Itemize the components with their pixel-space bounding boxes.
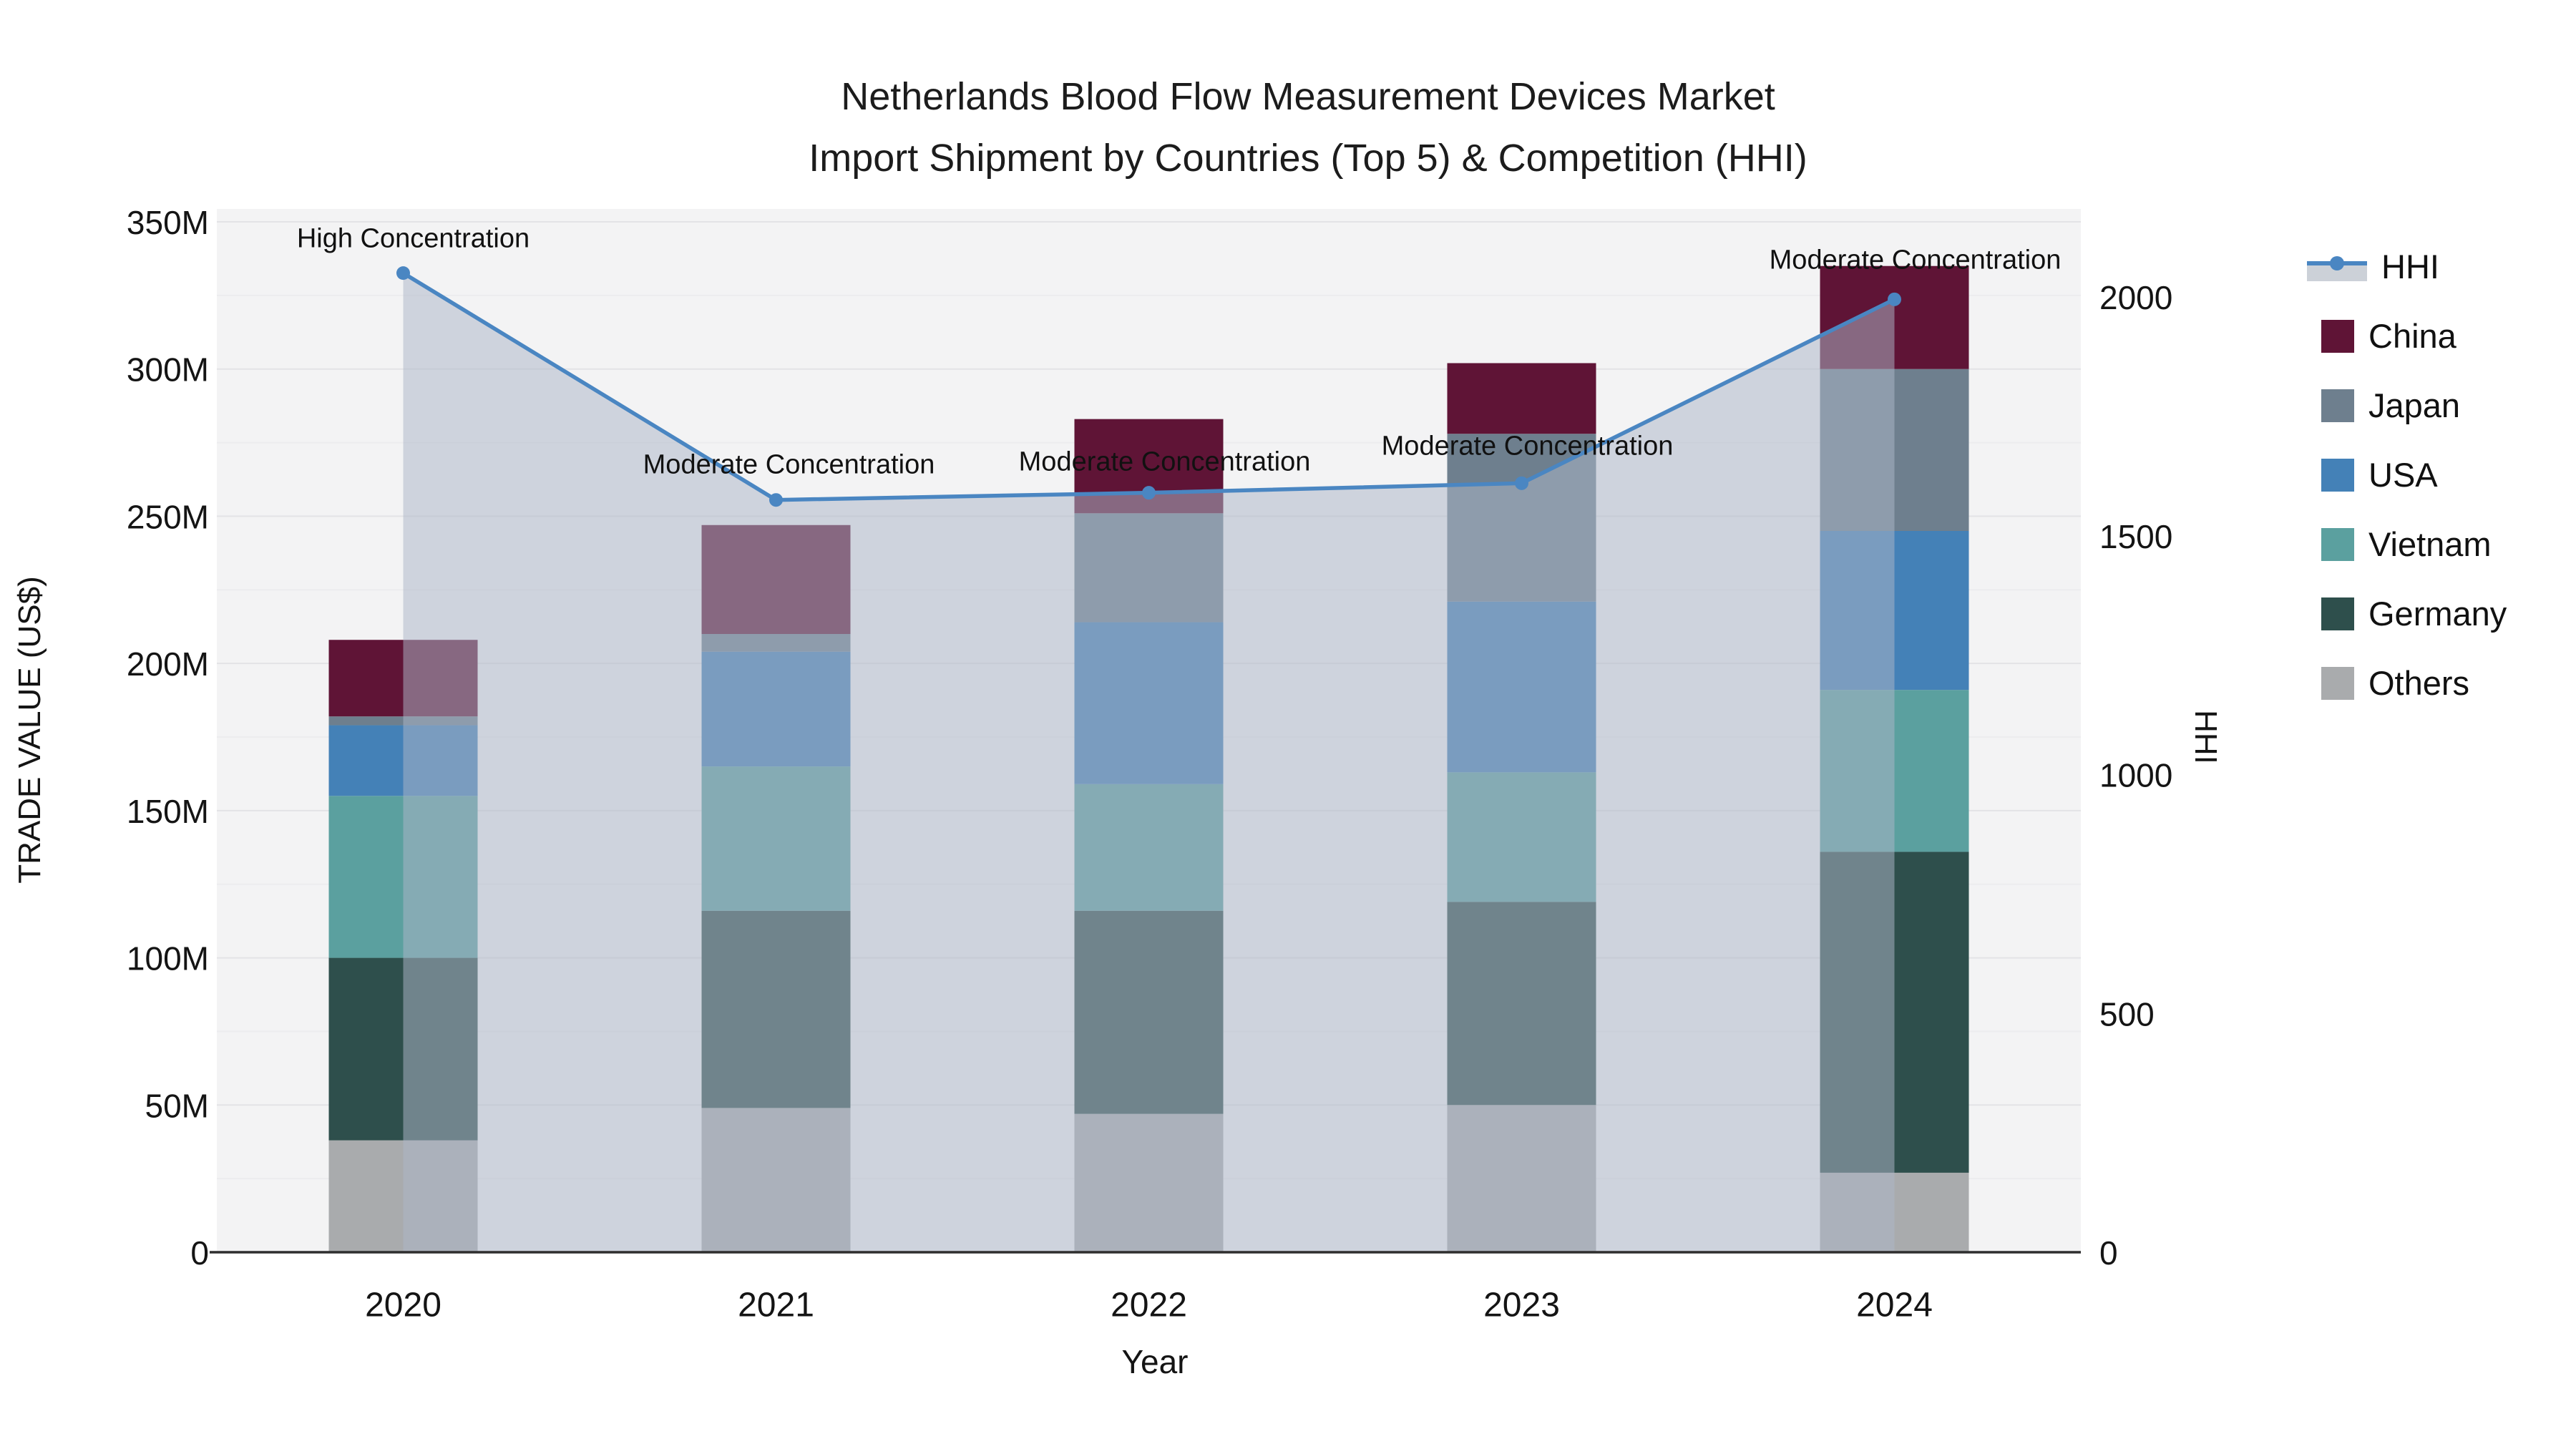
hhi-marker-swatch [2330, 255, 2344, 270]
hhi-marker-2024 [1888, 292, 1901, 306]
legend: HHI China Japan USA Vietnam Germany Others [2307, 232, 2507, 718]
annotation-2022: Moderate Concentration [1019, 447, 1311, 477]
legend-item-usa: USA [2307, 440, 2507, 509]
legend-label-hhi: HHI [2381, 248, 2439, 286]
hhi-area-swatch [2307, 265, 2367, 281]
legend-swatch-usa [2321, 458, 2354, 492]
legend-item-others: Others [2307, 648, 2507, 718]
legend-item-hhi: HHI [2307, 232, 2507, 301]
right-axis-tick-2000: 2000 [2099, 279, 2172, 316]
hhi-marker-2023 [1515, 476, 1528, 490]
left-axis-tick-0: 0 [190, 1234, 209, 1272]
left-axis-tick-50M: 50M [145, 1087, 209, 1124]
left-axis-tick-350M: 350M [127, 204, 209, 241]
right-axis-tick-1500: 1500 [2099, 518, 2172, 555]
x-axis-tick-2021: 2021 [738, 1287, 814, 1324]
x-axis-tick-2024: 2024 [1856, 1287, 1933, 1324]
left-axis-tick-150M: 150M [127, 793, 209, 830]
legend-item-japan: Japan [2307, 371, 2507, 440]
legend-swatch-germany [2321, 597, 2354, 630]
chart-title-line2: Import Shipment by Countries (Top 5) & C… [809, 137, 1807, 180]
y-axis-title-left: TRADE VALUE (US$) [12, 576, 47, 884]
x-axis-tick-2023: 2023 [1483, 1287, 1560, 1324]
x-axis-tick-2020: 2020 [365, 1287, 441, 1324]
right-axis-tick-0: 0 [2099, 1234, 2118, 1272]
hhi-line-swatch-icon [2307, 250, 2367, 283]
left-axis-tick-300M: 300M [127, 351, 209, 389]
legend-swatch-vietnam [2321, 527, 2354, 561]
legend-label-germany: Germany [2368, 595, 2507, 633]
legend-label-usa: USA [2368, 456, 2438, 494]
annotation-2024: Moderate Concentration [1770, 245, 2062, 275]
right-axis-tick-1000: 1000 [2099, 757, 2172, 794]
annotation-2023: Moderate Concentration [1382, 431, 1674, 461]
legend-label-vietnam: Vietnam [2368, 525, 2492, 563]
legend-label-others: Others [2368, 664, 2470, 702]
legend-swatch-others [2321, 666, 2354, 700]
bar-segment-china-2023 [1447, 363, 1596, 434]
annotation-2020: High Concentration [297, 224, 530, 254]
legend-item-germany: Germany [2307, 579, 2507, 648]
x-axis-tick-2022: 2022 [1111, 1287, 1187, 1324]
legend-item-china: China [2307, 301, 2507, 371]
legend-item-vietnam: Vietnam [2307, 509, 2507, 579]
chart-title: Netherlands Blood Flow Measurement Devic… [809, 66, 1807, 189]
left-axis-tick-200M: 200M [127, 645, 209, 683]
left-axis-tick-100M: 100M [127, 940, 209, 977]
annotation-2021: Moderate Concentration [643, 450, 935, 480]
hhi-area-fill [403, 273, 1895, 1252]
x-axis-title: Year [1121, 1343, 1189, 1380]
hhi-marker-2021 [769, 493, 783, 507]
hhi-marker-2020 [396, 266, 410, 280]
y-axis-title-right: HHI [2188, 710, 2223, 764]
hhi-marker-2022 [1142, 486, 1156, 500]
left-axis-tick-250M: 250M [127, 498, 209, 535]
legend-swatch-japan [2321, 389, 2354, 422]
legend-swatch-china [2321, 319, 2354, 353]
chart-title-line1: Netherlands Blood Flow Measurement Devic… [841, 75, 1775, 118]
legend-label-china: China [2368, 317, 2457, 355]
right-axis-tick-500: 500 [2099, 995, 2155, 1033]
legend-label-japan: Japan [2368, 386, 2461, 424]
